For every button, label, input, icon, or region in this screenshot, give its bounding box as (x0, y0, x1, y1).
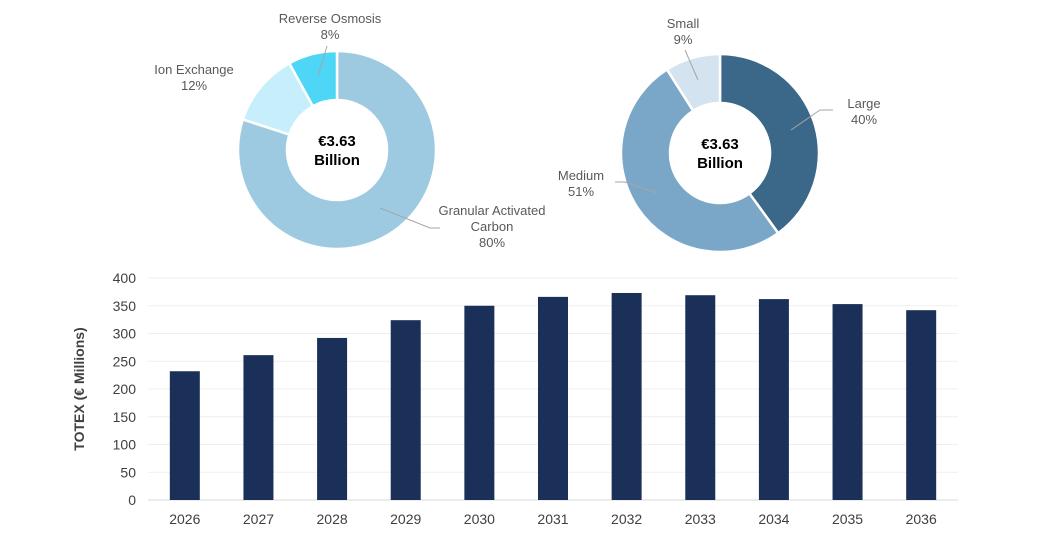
x-tick-label: 2031 (537, 511, 568, 527)
bar-2035 (832, 304, 863, 500)
y-tick-label: 0 (128, 492, 136, 508)
pie-slice-medium (619, 67, 780, 254)
x-tick-label: 2036 (906, 511, 937, 527)
leader-line (317, 45, 328, 77)
leader-line (379, 207, 440, 229)
slice-percent: 8% (321, 27, 340, 42)
bar-chart-totex: 0 50 100 150 200 250 300 350 400 2026 2027 2028 2029… (71, 270, 958, 527)
pie-slice-small (665, 52, 722, 113)
center-total-value: €3.63 (701, 136, 739, 153)
bar-2033 (685, 295, 716, 500)
x-tick-label: 2033 (685, 511, 716, 527)
slice-percent: 40% (851, 112, 877, 127)
x-tick-label: 2027 (243, 511, 274, 527)
y-tick-label: 250 (113, 353, 137, 369)
y-tick-label: 50 (120, 464, 136, 480)
x-tick-label: 2035 (832, 511, 863, 527)
bar-2028 (317, 337, 348, 500)
y-tick-label: 150 (113, 409, 137, 425)
slice-label: Granular Activated (439, 203, 546, 218)
slice-percent: 51% (568, 184, 594, 199)
bar-2031 (538, 296, 568, 500)
slice-label: Small (667, 16, 700, 31)
slice-percent: 12% (181, 78, 207, 93)
center-total-unit: Billion (314, 152, 360, 169)
slice-percent: 9% (674, 32, 693, 47)
slice-label: Reverse Osmosis (279, 11, 382, 26)
x-tick-label: 2032 (611, 511, 642, 527)
leader-line (615, 181, 658, 194)
y-tick-label: 200 (113, 381, 137, 397)
bar-2030 (464, 305, 495, 500)
slice-label: Ion Exchange (154, 62, 234, 77)
slice-percent: 80% (479, 235, 505, 250)
x-tick-label: 2034 (758, 511, 789, 527)
slice-label: Carbon (471, 219, 514, 234)
bar-2034 (758, 299, 789, 500)
bar-2036 (906, 310, 937, 500)
x-tick-label: 2028 (317, 511, 348, 527)
bar-2029 (390, 320, 421, 500)
y-tick-label: 300 (113, 326, 137, 342)
pie-slice-granular-activated-carbon (236, 49, 438, 251)
slice-label: Medium (558, 168, 604, 183)
pie-slice-reverse-osmosis (287, 49, 339, 108)
center-total-unit: Billion (697, 155, 743, 172)
pie-slice-large (718, 52, 821, 235)
leader-line (790, 109, 833, 131)
bar-2032 (611, 292, 642, 500)
bar-2027 (243, 355, 274, 500)
center-total-value: €3.63 (318, 133, 356, 150)
y-tick-label: 400 (113, 270, 137, 286)
x-tick-label: 2029 (390, 511, 421, 527)
x-tick-label: 2026 (169, 511, 200, 527)
y-axis-title: TOTEX (€ Millions) (71, 327, 87, 450)
x-tick-label: 2030 (464, 511, 495, 527)
y-tick-label: 350 (113, 298, 137, 314)
y-tick-label: 100 (113, 437, 137, 453)
leader-line (684, 49, 699, 81)
bar-2026 (169, 371, 200, 500)
slice-label: Large (847, 96, 880, 111)
